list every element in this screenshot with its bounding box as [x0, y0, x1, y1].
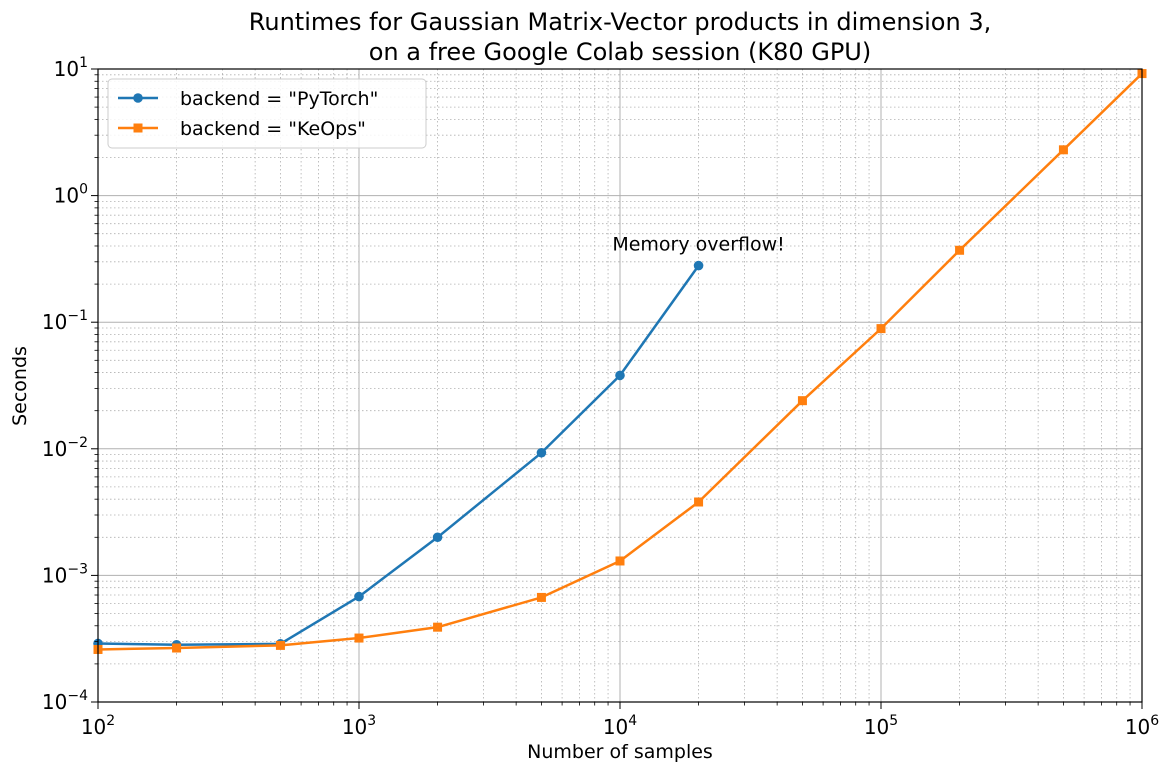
- x-tick-label: 102: [81, 713, 115, 739]
- x-tick-label: 106: [1125, 713, 1159, 739]
- legend-label-keops: backend = "KeOps": [180, 118, 366, 140]
- x-axis-label: Number of samples: [527, 741, 713, 763]
- data-point: [615, 370, 625, 381]
- y-tick-label: 10−2: [42, 435, 88, 461]
- tick-marks: [91, 68, 1143, 709]
- legend: backend = "PyTorch" backend = "KeOps": [107, 78, 427, 149]
- x-tick-label: 105: [864, 713, 898, 739]
- tick-mantissa: 10: [42, 563, 67, 587]
- legend-marker-pytorch: [133, 93, 143, 103]
- tick-mantissa: 10: [1125, 715, 1150, 739]
- data-point: [876, 324, 886, 334]
- data-point: [615, 556, 625, 566]
- tick-exponent: 2: [106, 713, 115, 729]
- data-point: [275, 640, 285, 650]
- y-tick-label: 100: [54, 182, 88, 208]
- data-point: [694, 497, 704, 507]
- tick-mantissa: 10: [42, 690, 67, 714]
- tick-exponent: 6: [1150, 713, 1159, 729]
- x-tick-labels: 102 103 104 105 106: [81, 713, 1159, 739]
- chart-title-line-1: Runtimes for Gaussian Matrix-Vector prod…: [249, 8, 991, 36]
- legend-box: [107, 78, 427, 149]
- y-tick-label: 10−3: [42, 561, 88, 587]
- tick-mantissa: 10: [342, 715, 367, 739]
- tick-exponent: −3: [67, 561, 88, 577]
- series-line: [97, 264, 700, 647]
- data-point: [1058, 145, 1068, 155]
- tick-exponent: 5: [889, 713, 898, 729]
- data-point: [797, 396, 807, 406]
- tick-mantissa: 10: [42, 437, 67, 461]
- data-point: [433, 622, 443, 632]
- y-tick-label: 10−4: [42, 688, 88, 714]
- tick-mantissa: 10: [864, 715, 889, 739]
- y-axis-label: Seconds: [9, 346, 31, 426]
- tick-exponent: −2: [67, 435, 88, 451]
- tick-mantissa: 10: [54, 184, 79, 208]
- data-point: [354, 633, 364, 643]
- tick-mantissa: 10: [54, 57, 79, 81]
- tick-exponent: 0: [79, 182, 88, 198]
- y-tick-label: 101: [54, 55, 88, 81]
- series-layer: [93, 69, 1147, 654]
- tick-exponent: 1: [79, 55, 88, 71]
- y-tick-label: 10−1: [42, 308, 88, 334]
- x-tick-label: 104: [603, 713, 637, 739]
- data-point: [536, 592, 546, 602]
- annotation-memory-overflow: Memory overflow!: [612, 234, 784, 256]
- x-tick-label: 103: [342, 713, 376, 739]
- minor-gridlines: [98, 69, 1142, 702]
- data-point: [432, 532, 443, 543]
- data-point: [955, 245, 965, 255]
- tick-exponent: 3: [367, 713, 376, 729]
- data-point: [172, 643, 182, 653]
- tick-exponent: 4: [628, 713, 637, 729]
- data-point: [536, 447, 547, 458]
- tick-mantissa: 10: [603, 715, 628, 739]
- major-gridlines: [98, 69, 1142, 702]
- legend-label-pytorch: backend = "PyTorch": [180, 88, 378, 110]
- tick-mantissa: 10: [81, 715, 106, 739]
- data-point: [693, 260, 704, 271]
- legend-marker-keops: [133, 123, 143, 133]
- chart-title-line-2: on a free Google Colab session (K80 GPU): [369, 38, 872, 66]
- data-point: [354, 591, 364, 602]
- tick-mantissa: 10: [42, 310, 67, 334]
- tick-exponent: −1: [67, 308, 88, 324]
- tick-exponent: −4: [67, 688, 88, 704]
